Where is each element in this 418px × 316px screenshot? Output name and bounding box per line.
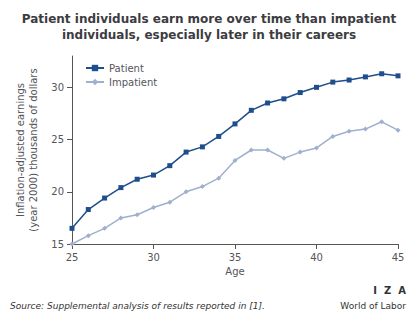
svg-text:Age: Age: [225, 266, 244, 277]
svg-text:Inflation-adjusted earnings: Inflation-adjusted earnings: [15, 83, 26, 217]
svg-text:25: 25: [51, 134, 64, 145]
svg-text:Source: Supplemental analysis: Source: Supplemental analysis of results…: [10, 301, 265, 311]
svg-text:35: 35: [229, 252, 242, 263]
svg-text:20: 20: [51, 186, 64, 197]
svg-text:Patient individuals earn more: Patient individuals earn more over time …: [22, 12, 397, 26]
svg-text:Patient: Patient: [109, 63, 144, 74]
svg-text:15: 15: [51, 239, 64, 250]
svg-text:45: 45: [392, 252, 405, 263]
svg-text:40: 40: [310, 252, 323, 263]
svg-text:25: 25: [66, 252, 79, 263]
svg-text:individuals, especially later: individuals, especially later in their c…: [62, 28, 356, 42]
svg-text:30: 30: [51, 82, 64, 93]
svg-text:(year 2000) thousands of dolla: (year 2000) thousands of dollars: [28, 68, 39, 231]
svg-text:World of Labor: World of Labor: [340, 301, 406, 311]
svg-text:30: 30: [147, 252, 160, 263]
svg-text:I Z A: I Z A: [373, 285, 406, 296]
svg-text:Impatient: Impatient: [109, 77, 157, 88]
